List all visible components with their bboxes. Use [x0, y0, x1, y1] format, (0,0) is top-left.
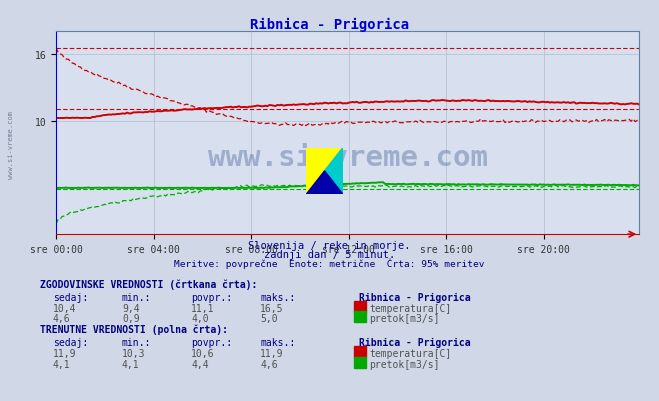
- Bar: [354, 312, 366, 322]
- Text: 4,4: 4,4: [191, 359, 209, 369]
- Text: maks.:: maks.:: [260, 292, 295, 302]
- Text: 9,4: 9,4: [122, 303, 140, 313]
- Text: 11,9: 11,9: [260, 348, 284, 358]
- Text: sedaj:: sedaj:: [53, 292, 88, 302]
- Text: 16,5: 16,5: [260, 303, 284, 313]
- Text: 4,1: 4,1: [122, 359, 140, 369]
- Polygon shape: [306, 172, 343, 194]
- Text: 10,4: 10,4: [53, 303, 76, 313]
- Text: Ribnica - Prigorica: Ribnica - Prigorica: [359, 292, 471, 302]
- Text: 0,9: 0,9: [122, 314, 140, 324]
- Text: maks.:: maks.:: [260, 337, 295, 347]
- Text: Slovenija / reke in morje.: Slovenija / reke in morje.: [248, 241, 411, 251]
- Text: min.:: min.:: [122, 292, 152, 302]
- Text: Meritve: povprečne  Enote: metrične  Črta: 95% meritev: Meritve: povprečne Enote: metrične Črta:…: [174, 258, 485, 269]
- Text: sedaj:: sedaj:: [53, 337, 88, 347]
- Text: 5,0: 5,0: [260, 314, 278, 324]
- Polygon shape: [306, 148, 343, 194]
- Text: ZGODOVINSKE VREDNOSTI (črtkana črta):: ZGODOVINSKE VREDNOSTI (črtkana črta):: [40, 279, 257, 289]
- Bar: [354, 346, 366, 357]
- Text: temperatura[C]: temperatura[C]: [369, 303, 451, 313]
- Text: povpr.:: povpr.:: [191, 337, 232, 347]
- Text: 4,1: 4,1: [53, 359, 71, 369]
- Text: 10,6: 10,6: [191, 348, 215, 358]
- Text: 11,9: 11,9: [53, 348, 76, 358]
- Text: Ribnica - Prigorica: Ribnica - Prigorica: [250, 18, 409, 32]
- Text: zadnji dan / 5 minut.: zadnji dan / 5 minut.: [264, 249, 395, 259]
- Text: pretok[m3/s]: pretok[m3/s]: [369, 314, 440, 324]
- Text: www.si-vreme.com: www.si-vreme.com: [208, 144, 488, 172]
- Text: pretok[m3/s]: pretok[m3/s]: [369, 359, 440, 369]
- Text: min.:: min.:: [122, 337, 152, 347]
- Text: temperatura[C]: temperatura[C]: [369, 348, 451, 358]
- Text: povpr.:: povpr.:: [191, 292, 232, 302]
- Text: 4,6: 4,6: [260, 359, 278, 369]
- Text: 4,6: 4,6: [53, 314, 71, 324]
- Text: 11,1: 11,1: [191, 303, 215, 313]
- Bar: [354, 357, 366, 368]
- Text: 4,0: 4,0: [191, 314, 209, 324]
- Polygon shape: [325, 148, 343, 194]
- Bar: [354, 301, 366, 312]
- Text: Ribnica - Prigorica: Ribnica - Prigorica: [359, 337, 471, 347]
- Text: 10,3: 10,3: [122, 348, 146, 358]
- Text: www.si-vreme.com: www.si-vreme.com: [8, 110, 14, 178]
- Text: TRENUTNE VREDNOSTI (polna črta):: TRENUTNE VREDNOSTI (polna črta):: [40, 324, 227, 334]
